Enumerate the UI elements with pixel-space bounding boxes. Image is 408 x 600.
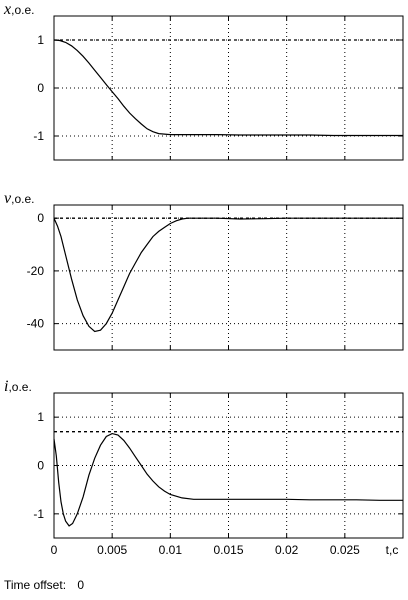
plot-panel-i: 1 0 -1 0 0.005 0.01 0.015 0.02 0.025 t,c i,o.e. bbox=[4, 378, 404, 557]
y-axis-symbol: x bbox=[3, 1, 11, 18]
time-offset: Time offset: 0 bbox=[4, 578, 92, 592]
x-tick-label: 0.015 bbox=[213, 543, 243, 557]
x-tick-label: 0.005 bbox=[97, 543, 127, 557]
y-tick-label: -1 bbox=[33, 507, 44, 521]
time-offset-label: Time offset: bbox=[4, 578, 67, 592]
y-axis-symbol: v bbox=[4, 190, 12, 207]
y-axis-unit: ,o.e. bbox=[11, 192, 34, 206]
y-tick-label: 0 bbox=[37, 459, 44, 473]
x-tick-label: 0.01 bbox=[159, 543, 183, 557]
y-tick-label: 1 bbox=[37, 410, 44, 424]
plot-panel-x: 1 0 -1 x,o.e. bbox=[3, 1, 404, 161]
y-tick-label: -20 bbox=[27, 264, 45, 278]
time-offset-value: 0 bbox=[77, 578, 85, 592]
y-tick-label: -40 bbox=[27, 317, 45, 331]
y-axis-label: i,o.e. bbox=[4, 378, 32, 395]
series-line-v bbox=[53, 217, 403, 333]
y-tick-label: 0 bbox=[37, 81, 44, 95]
y-tick-label: 1 bbox=[37, 33, 44, 47]
x-axis-label: t,c bbox=[386, 543, 399, 557]
x-tick-label: 0.025 bbox=[330, 543, 360, 557]
y-tick-label: 0 bbox=[37, 211, 44, 225]
plot-panel-v: 0 -20 -40 v,o.e. bbox=[4, 190, 404, 351]
y-axis-label: x,o.e. bbox=[3, 1, 34, 18]
x-tick-label: 0.02 bbox=[275, 543, 299, 557]
y-axis-unit: ,o.e. bbox=[11, 3, 34, 17]
series-line-x bbox=[53, 39, 403, 137]
series-line-i bbox=[53, 432, 403, 527]
y-axis-symbol: i bbox=[4, 378, 8, 395]
y-tick-label: -1 bbox=[33, 129, 44, 143]
x-tick-label: 0 bbox=[51, 543, 58, 557]
y-axis-unit: ,o.e. bbox=[8, 380, 31, 394]
y-axis-label: v,o.e. bbox=[4, 190, 34, 207]
